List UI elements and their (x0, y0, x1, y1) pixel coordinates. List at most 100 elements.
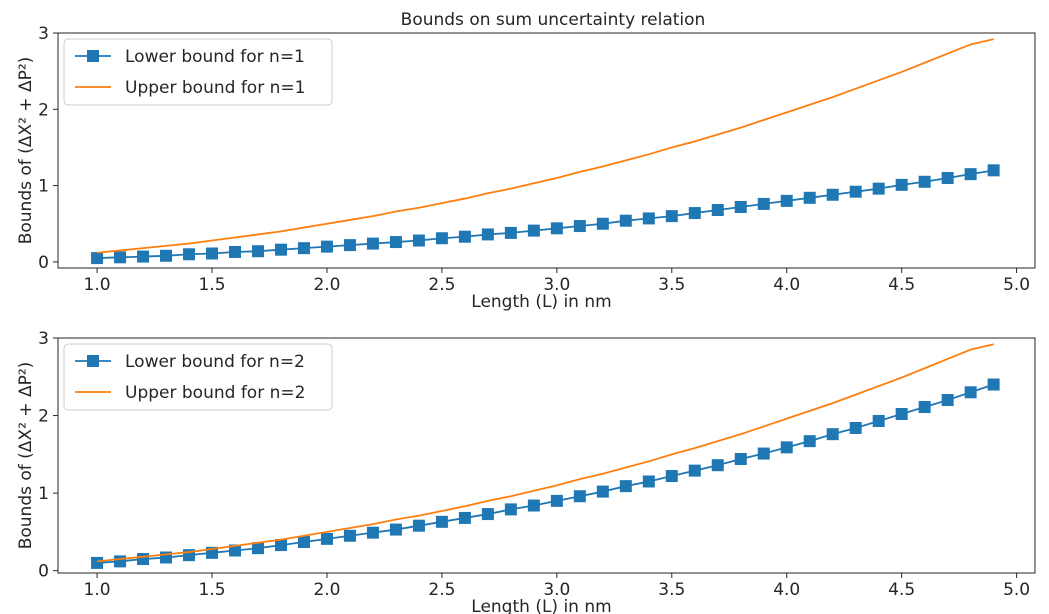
data-point-marker (872, 182, 885, 195)
y-tick-label: 3 (38, 329, 49, 349)
data-point-marker (183, 248, 196, 261)
data-point-marker (964, 386, 977, 399)
data-point-marker (114, 555, 127, 568)
data-point-marker (251, 245, 264, 258)
data-point-marker (481, 508, 494, 521)
x-tick-label: 4.0 (773, 275, 800, 295)
data-point-marker (688, 464, 701, 477)
x-tick-label: 4.5 (888, 580, 915, 600)
data-point-marker (114, 251, 127, 264)
data-point-marker (780, 194, 793, 207)
data-point-marker (895, 408, 908, 421)
data-point-marker (987, 378, 1000, 391)
legend-box (63, 38, 333, 106)
data-point-marker (343, 239, 356, 252)
data-point-marker (918, 401, 931, 414)
data-point-marker (642, 475, 655, 488)
x-tick-label: 4.5 (888, 275, 915, 295)
data-point-marker (206, 247, 219, 260)
data-point-marker (665, 470, 678, 483)
data-point-marker (964, 168, 977, 181)
data-point-marker (803, 435, 816, 448)
data-point-marker (320, 532, 333, 545)
x-tick-label: 5.0 (1003, 275, 1030, 295)
data-point-marker (941, 394, 954, 407)
y-tick-label: 2 (38, 100, 49, 120)
legend-label: Upper bound for n=1 (125, 78, 305, 98)
data-point-marker (229, 544, 242, 557)
data-point-marker (91, 252, 104, 265)
y-axis-label: Bounds of (ΔX² + ΔP²) (16, 57, 36, 245)
data-point-marker (481, 228, 494, 241)
data-point-marker (734, 452, 747, 465)
data-point-marker (573, 490, 586, 503)
legend: Lower bound for n=2 Upper bound for n=2 (63, 343, 333, 411)
data-point-marker (504, 226, 517, 239)
x-tick-label: 1.5 (198, 580, 225, 600)
data-point-marker (412, 519, 425, 532)
y-tick-label: 0 (38, 253, 49, 273)
data-point-marker (849, 185, 862, 198)
data-point-marker (872, 414, 885, 427)
y-tick-label: 1 (38, 177, 49, 197)
data-point-marker (412, 234, 425, 247)
legend-marker (87, 50, 99, 62)
legend-box (63, 343, 333, 411)
data-point-marker (918, 175, 931, 188)
data-point-marker (458, 511, 471, 524)
x-tick-label: 3.0 (543, 275, 570, 295)
x-tick-label: 2.5 (428, 580, 455, 600)
data-point-marker (941, 171, 954, 184)
data-point-marker (435, 515, 448, 528)
y-tick-label: 0 (38, 562, 49, 582)
x-tick-label: 2.5 (428, 275, 455, 295)
data-point-marker (711, 204, 724, 217)
legend: Lower bound for n=1 Upper bound for n=1 (63, 38, 333, 106)
x-tick-label: 3.0 (543, 580, 570, 600)
data-point-marker (895, 178, 908, 191)
data-point-marker (320, 240, 333, 253)
data-point-marker (251, 542, 264, 555)
data-point-marker (665, 210, 678, 223)
data-point-marker (642, 212, 655, 225)
data-point-marker (596, 217, 609, 230)
x-tick-label: 1.0 (84, 275, 111, 295)
series-line-upper-bound (96, 343, 994, 563)
data-point-marker (826, 428, 839, 441)
data-point-marker (504, 503, 517, 516)
data-point-marker (160, 249, 173, 262)
series-line-upper-bound (96, 38, 994, 254)
y-axis-label: Bounds of (ΔX² + ΔP²) (16, 362, 36, 550)
y-tick-label: 3 (38, 24, 49, 44)
bottom-subplot: 1.0 1.5 2.0 2.5 3.0 3.5 4.0 4.5 5.0 0 1 2 3 Length (L… (16, 329, 1036, 614)
data-point-marker (550, 222, 563, 235)
x-tick-label: 1.0 (84, 580, 111, 600)
data-point-marker (137, 553, 150, 566)
x-tick-label: 3.5 (658, 580, 685, 600)
chart-title: Bounds on sum uncertainty relation (401, 10, 706, 30)
legend-label: Lower bound for n=2 (125, 352, 305, 372)
x-tick-label: 5.0 (1003, 580, 1030, 600)
data-point-marker (274, 243, 287, 256)
x-tick-label: 3.5 (658, 275, 685, 295)
x-tick-label: 2.0 (313, 580, 340, 600)
data-point-marker (619, 480, 632, 493)
data-point-marker (849, 421, 862, 434)
data-point-marker (343, 529, 356, 542)
data-point-marker (297, 242, 310, 255)
data-point-marker (619, 214, 632, 227)
data-point-marker (596, 485, 609, 498)
y-tick-label: 1 (38, 484, 49, 504)
data-point-marker (137, 250, 150, 263)
x-axis-label: Length (L) in nm (471, 292, 611, 312)
legend-label: Upper bound for n=2 (125, 383, 305, 403)
legend-marker (87, 355, 99, 367)
data-point-marker (389, 523, 402, 536)
data-point-marker (366, 237, 379, 250)
data-point-marker (229, 245, 242, 258)
data-point-marker (757, 197, 770, 210)
data-point-marker (91, 556, 104, 569)
x-axis-label: Length (L) in nm (471, 597, 611, 614)
data-point-marker (757, 447, 770, 460)
data-point-marker (274, 539, 287, 552)
